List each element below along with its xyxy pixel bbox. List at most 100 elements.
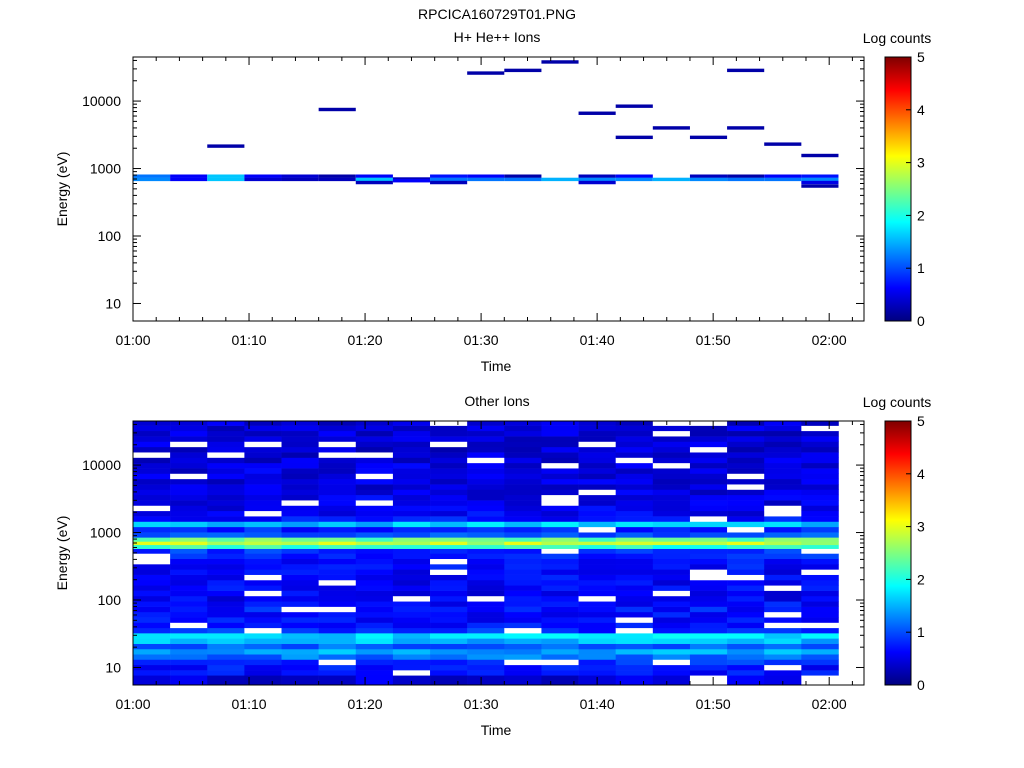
heatmap-cell	[170, 675, 208, 686]
heatmap-cell	[652, 553, 691, 560]
heatmap-cell	[430, 505, 468, 512]
heatmap-cell	[764, 516, 802, 522]
heatmap-cell	[504, 664, 542, 671]
heatmap-cell	[467, 541, 505, 546]
heatmap-cell	[207, 670, 245, 676]
heatmap-cell	[318, 643, 357, 650]
heatmap-cell	[801, 516, 839, 522]
heatmap-cell	[801, 452, 839, 458]
heatmap-cell	[652, 430, 691, 437]
x-tick-label: 01:20	[348, 696, 383, 712]
heatmap-cell	[652, 675, 691, 686]
heatmap-cell	[504, 553, 542, 560]
heatmap-cell	[801, 500, 839, 506]
heatmap-cell	[133, 654, 171, 660]
heatmap-cell	[392, 595, 431, 602]
heatmap-cell	[281, 177, 319, 182]
heatmap-cell	[355, 436, 394, 442]
heatmap-cell	[504, 425, 542, 432]
heatmap-cell	[392, 494, 431, 501]
heatmap-cell	[801, 617, 839, 623]
heatmap-cell	[170, 585, 208, 591]
heatmap-cell	[467, 446, 505, 453]
y-tick-label: 1000	[90, 525, 121, 541]
heatmap-cell	[430, 664, 468, 671]
heatmap-cell	[727, 516, 765, 522]
heatmap-cell	[467, 611, 505, 618]
heatmap-cell	[652, 516, 691, 522]
heatmap-cell	[689, 569, 728, 575]
heatmap-cell	[170, 601, 208, 607]
heatmap-cell	[652, 558, 691, 565]
heatmap-cell	[392, 441, 431, 448]
heatmap-cell	[281, 590, 319, 597]
heatmap-cell	[689, 436, 728, 442]
heatmap-cell	[801, 590, 839, 597]
heatmap-cell	[133, 446, 171, 453]
heatmap-cell	[355, 457, 394, 464]
heatmap-cell	[467, 564, 505, 570]
heatmap-cell	[133, 579, 171, 586]
heatmap-cell	[170, 446, 208, 453]
heatmap-cell	[689, 643, 728, 650]
panel-1-plot-frame	[132, 56, 865, 322]
heatmap-cell	[392, 489, 431, 496]
heatmap-cell	[689, 659, 728, 666]
heatmap-cell	[578, 180, 616, 185]
heatmap-cell	[355, 462, 394, 469]
heatmap-cell	[355, 541, 394, 546]
heatmap-cell	[615, 569, 654, 575]
heatmap-cell	[133, 544, 171, 549]
heatmap-cell	[541, 541, 579, 546]
heatmap-cell	[244, 601, 282, 607]
heatmap-cell	[467, 544, 505, 549]
heatmap-cell	[801, 585, 839, 591]
heatmap-cell	[541, 633, 579, 639]
heatmap-cell	[392, 505, 431, 512]
heatmap-cell	[615, 627, 654, 634]
heatmap-cell	[318, 473, 357, 480]
heatmap-cell	[689, 473, 728, 480]
heatmap-cell	[133, 606, 171, 613]
heatmap-cell	[133, 177, 171, 182]
heatmap-cell	[133, 494, 171, 501]
heatmap-cell	[392, 510, 431, 517]
heatmap-cell	[133, 457, 171, 464]
heatmap-cell	[244, 548, 282, 554]
heatmap-cell	[689, 446, 728, 453]
heatmap-cell	[727, 494, 765, 501]
heatmap-cell	[578, 544, 616, 549]
heatmap-cell	[133, 590, 171, 597]
heatmap-cell	[467, 526, 505, 533]
heatmap-cell	[801, 489, 839, 496]
heatmap-cell	[355, 564, 394, 570]
heatmap-cell	[281, 521, 319, 528]
heatmap-cell	[281, 489, 319, 496]
heatmap-cell	[578, 633, 616, 639]
heatmap-cell	[281, 532, 319, 538]
heatmap-cell	[652, 633, 691, 639]
heatmap-cell	[281, 654, 319, 660]
heatmap-cell	[578, 537, 616, 542]
heatmap-cell	[133, 532, 171, 538]
heatmap-cell	[578, 489, 616, 496]
heatmap-cell	[355, 595, 394, 602]
heatmap-cell	[652, 478, 691, 485]
heatmap-cell	[281, 446, 319, 453]
heatmap-cell	[207, 627, 245, 634]
heatmap-cell	[170, 494, 208, 501]
heatmap-cell	[170, 516, 208, 522]
heatmap-cell	[467, 505, 505, 512]
heatmap-cell	[133, 468, 171, 474]
heatmap-cell	[207, 638, 245, 644]
heatmap-cell	[430, 648, 468, 655]
heatmap-cell	[689, 601, 728, 607]
heatmap-cell	[541, 177, 579, 182]
heatmap-cell	[281, 516, 319, 522]
heatmap-cell	[467, 548, 505, 554]
x-tick-label: 01:20	[348, 332, 383, 348]
heatmap-cell	[615, 548, 654, 554]
heatmap-cell	[764, 505, 802, 512]
heatmap-cell	[281, 585, 319, 591]
heatmap-cell	[541, 611, 579, 618]
